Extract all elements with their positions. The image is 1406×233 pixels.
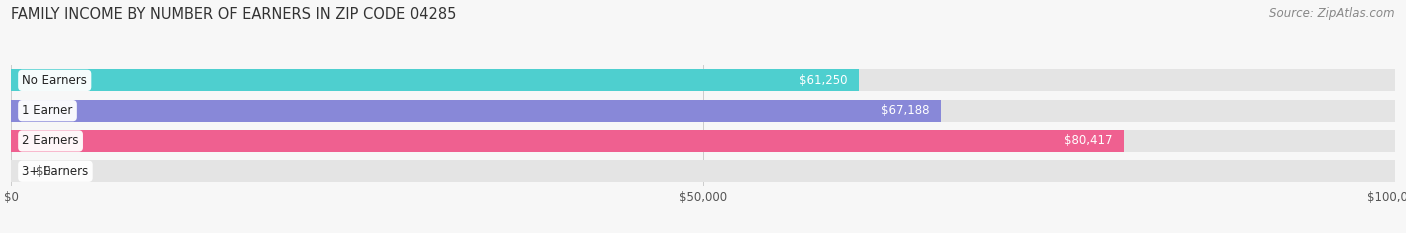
Text: FAMILY INCOME BY NUMBER OF EARNERS IN ZIP CODE 04285: FAMILY INCOME BY NUMBER OF EARNERS IN ZI… [11,7,457,22]
Bar [11,160,1395,182]
Text: No Earners: No Earners [22,74,87,87]
Text: $0: $0 [37,165,51,178]
Text: Source: ZipAtlas.com: Source: ZipAtlas.com [1270,7,1395,20]
Bar [11,100,1395,122]
Text: $80,417: $80,417 [1064,134,1112,147]
Bar [11,130,1123,152]
Text: 3+ Earners: 3+ Earners [22,165,89,178]
Bar [11,69,859,91]
Bar [11,130,1395,152]
Text: $61,250: $61,250 [799,74,848,87]
Text: 2 Earners: 2 Earners [22,134,79,147]
Bar [11,100,941,122]
Bar [11,69,1395,91]
Text: 1 Earner: 1 Earner [22,104,73,117]
Text: $67,188: $67,188 [882,104,929,117]
